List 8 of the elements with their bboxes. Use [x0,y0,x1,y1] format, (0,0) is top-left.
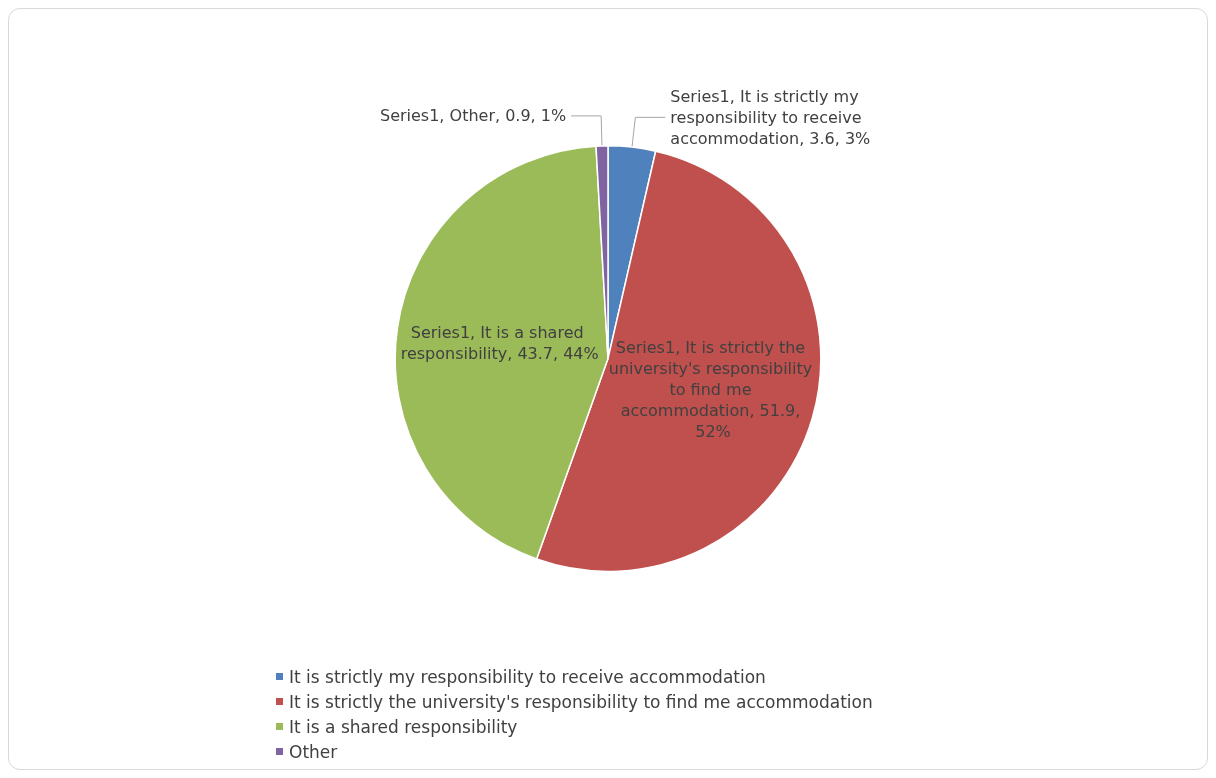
legend-label: Other [289,741,338,762]
data-label: Series1, It is a shared responsibility, 43.7, 44% [400,323,599,364]
legend-label: It is strictly the university's responsibility to find me accommodation [289,691,873,712]
data-label: Series1, Other, 0.9, 1% [379,106,567,126]
data-label: Series1, It is strictly my responsibility to receive accommodation, 3.6, 3% [670,86,871,148]
legend-label: It is strictly my responsibility to receive accommodation [289,666,766,687]
data-label: Series1, It is strictly the university's responsibility to find me accommodation, 51.9, 52% [608,337,818,441]
legend-label: It is a shared responsibility [289,716,518,737]
